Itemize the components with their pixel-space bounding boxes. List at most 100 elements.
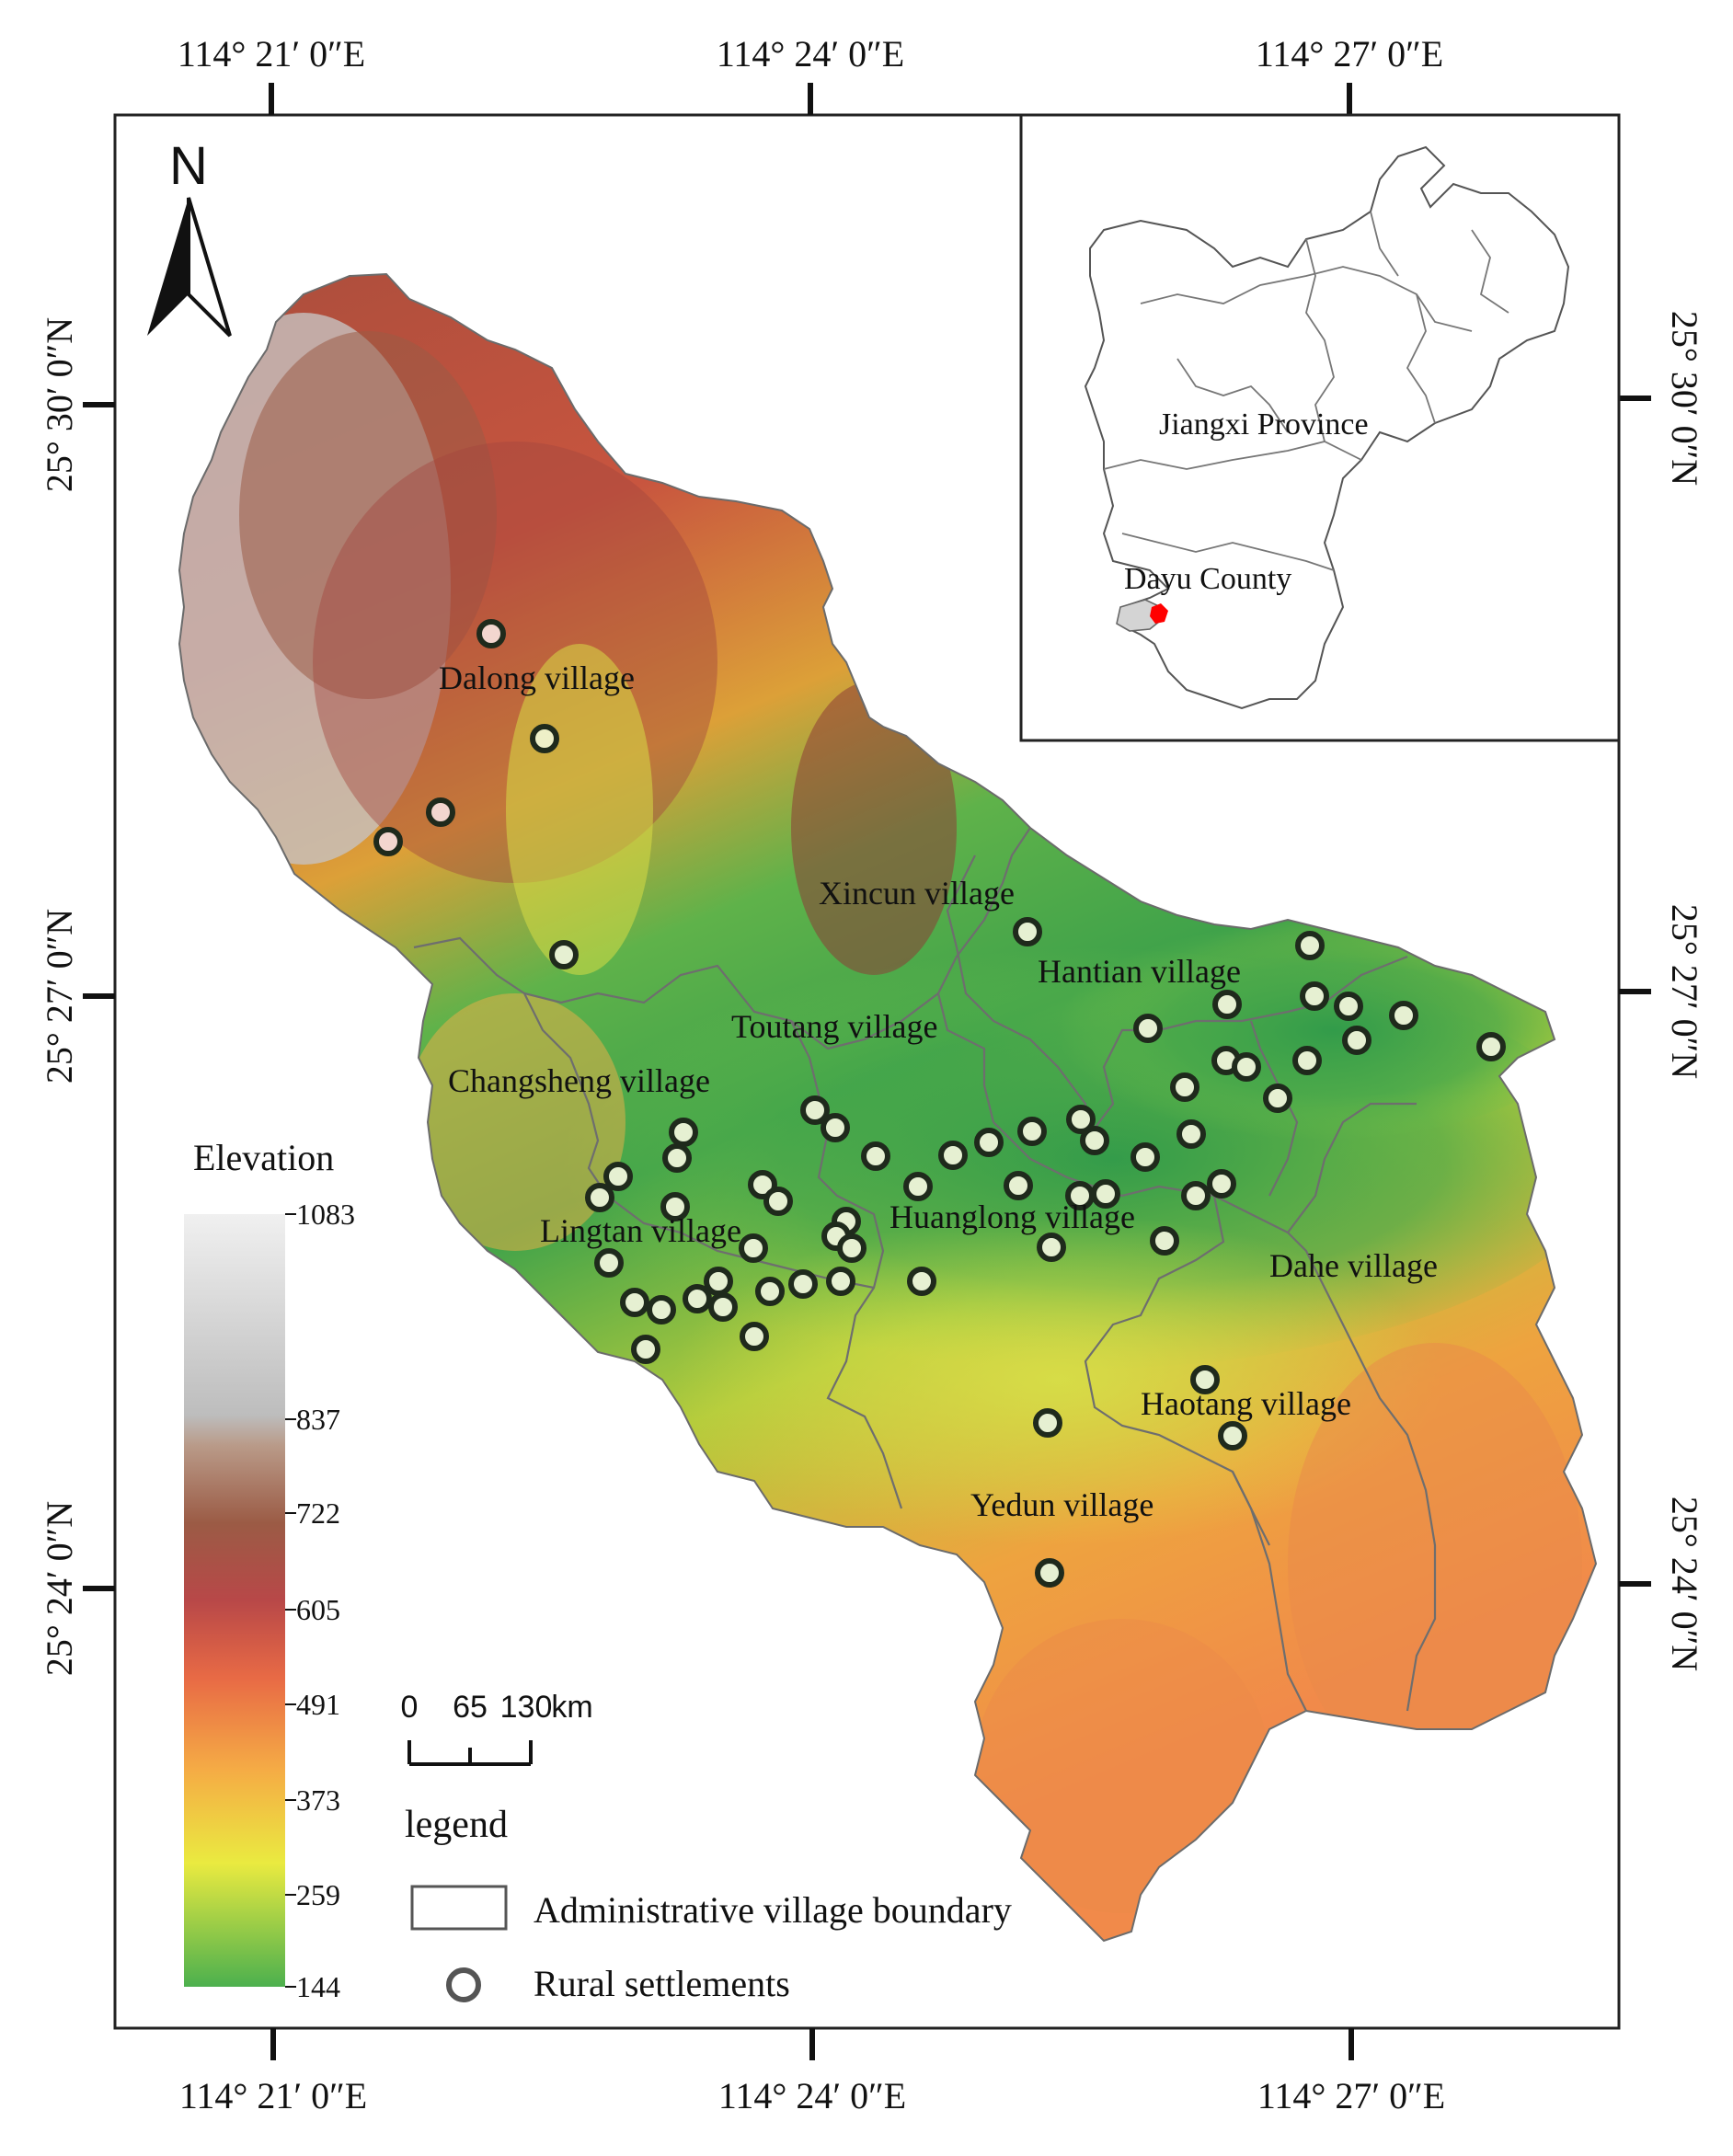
settlement-point <box>903 1172 933 1201</box>
settlement-point <box>1066 1105 1096 1134</box>
village-label-toutang: Toutang village <box>731 1008 937 1045</box>
study-area-highlight <box>1150 603 1168 624</box>
settlement-point <box>1389 1001 1418 1030</box>
north-arrow-left-icon <box>147 198 189 336</box>
settlement-point <box>426 797 455 827</box>
settlement-point <box>669 1118 698 1147</box>
lat-label-left-3: 25° 24′ 0″N <box>39 1501 80 1676</box>
settlement-point <box>837 1233 866 1263</box>
lat-label-right-3: 25° 24′ 0″N <box>1664 1497 1705 1671</box>
settlement-point <box>1292 1046 1322 1075</box>
village-label-hantian: Hantian village <box>1038 953 1241 990</box>
settlement-point <box>660 1192 690 1221</box>
village-label-changsheng: Changsheng village <box>448 1062 710 1099</box>
scale-label-130: 130 <box>500 1690 553 1725</box>
settlement-point <box>938 1141 968 1170</box>
settlement-point <box>1263 1084 1292 1113</box>
settlement-point <box>907 1267 936 1296</box>
lon-label-top-2: 114° 24′ 0″E <box>717 33 904 75</box>
inset-map: Jiangxi Province Dayu County <box>1019 113 1621 742</box>
scale-label-65: 65 <box>453 1690 488 1725</box>
settlement-point <box>1013 917 1042 946</box>
jiangxi-outline <box>1084 145 1570 710</box>
settlement-point <box>631 1335 660 1364</box>
settlement-point <box>1091 1179 1120 1209</box>
boundary-box-icon <box>410 1885 508 1931</box>
settlement-point <box>1212 990 1242 1019</box>
elevation-legend: Elevation 1083 837 722 605 491 373 259 144 <box>184 1137 355 2003</box>
elevation-tick-label: 1083 <box>296 1198 355 1231</box>
scale-label-unit: km <box>551 1690 592 1725</box>
legend-label-boundary: Administrative village boundary <box>534 1889 1012 1931</box>
lat-label-right-2: 25° 27′ 0″N <box>1664 904 1705 1079</box>
settlement-point <box>739 1233 768 1263</box>
settlement-point <box>1476 1032 1506 1061</box>
elevation-tick-label: 144 <box>296 1970 340 2003</box>
legend-title: legend <box>405 1804 508 1846</box>
settlement-point <box>647 1295 676 1325</box>
settlement-point <box>594 1248 624 1278</box>
lon-label-bottom-3: 114° 27′ 0″E <box>1257 2075 1445 2116</box>
settlement-point <box>1004 1171 1033 1200</box>
inset-province-label: Jiangxi Province <box>1159 407 1369 442</box>
settlement-point <box>1207 1169 1236 1198</box>
district-outline <box>178 272 1598 1943</box>
settlement-layer <box>373 619 1506 1588</box>
inset-prefecture-lines <box>1103 211 1509 571</box>
settlement-point <box>1300 981 1329 1011</box>
settlement-point <box>1080 1126 1109 1155</box>
elevation-color-ramp <box>184 1214 285 1987</box>
elevation-tick-labels: 1083 837 722 605 491 373 259 144 <box>285 1198 355 2003</box>
settlement-point <box>1035 1558 1064 1588</box>
elevation-legend-title: Elevation <box>193 1137 334 1178</box>
village-label-yedun: Yedun village <box>970 1486 1153 1523</box>
settlement-point <box>974 1128 1004 1157</box>
lon-label-top-1: 114° 21′ 0″E <box>178 33 365 75</box>
settlement-point <box>800 1095 830 1125</box>
north-letter: N <box>169 136 208 196</box>
elevation-tick-label: 373 <box>296 1783 340 1817</box>
elevation-tick-label: 837 <box>296 1403 340 1436</box>
settlement-point <box>603 1162 633 1191</box>
north-arrow-right-icon <box>187 197 232 338</box>
scale-label-0: 0 <box>401 1690 419 1725</box>
scale-bar: 0 65 130 km <box>401 1690 593 1766</box>
lon-label-bottom-1: 114° 21′ 0″E <box>179 2075 367 2116</box>
elevation-tick-label: 491 <box>296 1688 340 1721</box>
legend: legend Administrative village boundary R… <box>405 1804 1012 2004</box>
settlement-point <box>1218 1421 1247 1451</box>
settlement-point <box>1295 931 1325 960</box>
settlement-point <box>1342 1026 1371 1055</box>
settlement-point <box>1334 992 1363 1021</box>
settlement-point <box>704 1267 733 1296</box>
inset-county-label: Dayu County <box>1124 562 1291 596</box>
settlement-point <box>585 1183 614 1212</box>
lat-label-left-1: 25° 30′ 0″N <box>39 317 80 492</box>
elevation-tick-label: 259 <box>296 1878 340 1911</box>
settlement-point <box>1232 1052 1261 1082</box>
village-label-lingtan: Lingtan village <box>540 1212 741 1249</box>
settlement-point <box>1170 1072 1199 1102</box>
legend-label-settlements: Rural settlements <box>534 1963 790 2004</box>
village-label-haotang: Haotang village <box>1141 1385 1351 1422</box>
settlement-point <box>1181 1181 1211 1210</box>
settlement-point <box>1033 1408 1062 1438</box>
settlement-point <box>476 619 506 648</box>
graticule-ticks <box>83 83 1651 2060</box>
elevation-tick-label: 605 <box>296 1593 340 1626</box>
settlement-point <box>1176 1119 1206 1149</box>
settlement-point <box>1130 1142 1160 1172</box>
settlement-point <box>740 1322 769 1351</box>
settlement-point <box>549 940 579 969</box>
settlement-point <box>1133 1014 1163 1043</box>
settlement-point <box>861 1141 890 1171</box>
settlement-circle-icon <box>446 1967 481 2002</box>
settlement-point <box>1037 1233 1066 1262</box>
village-label-dalong: Dalong village <box>439 659 635 696</box>
settlement-point <box>1150 1226 1179 1256</box>
village-label-huanglong: Huanglong village <box>889 1198 1135 1235</box>
elevation-tick-label: 722 <box>296 1497 340 1530</box>
settlement-point <box>788 1269 818 1299</box>
